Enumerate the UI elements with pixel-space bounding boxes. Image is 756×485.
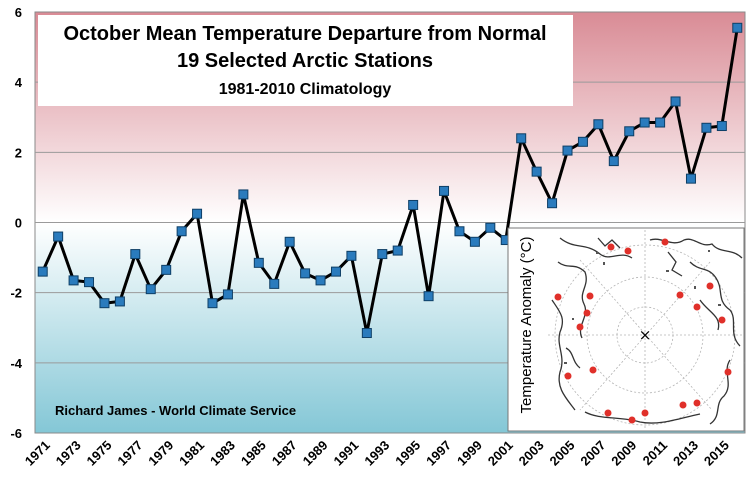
inset-islands — [564, 250, 721, 364]
y-tick-label: 6 — [15, 5, 22, 20]
x-tick-label: 1981 — [176, 438, 207, 469]
y-tick-label: -6 — [10, 426, 22, 441]
data-point — [130, 249, 141, 260]
x-tick-label: 2005 — [547, 438, 578, 469]
data-point — [392, 245, 403, 256]
data-point — [330, 266, 341, 277]
data-point — [315, 275, 326, 286]
data-point — [593, 119, 604, 130]
x-axis-ticks: 1971 1973 1975 1977 1979 1981 1983 1985 1987 1989… — [22, 438, 732, 469]
title-box — [38, 15, 573, 106]
data-point — [53, 231, 64, 242]
inset-map: Temperature Anomaly (°C) — [507, 227, 745, 432]
x-tick-label: 2013 — [670, 438, 701, 469]
data-point — [68, 275, 79, 286]
y-tick-label: 2 — [15, 145, 22, 160]
data-point — [300, 268, 311, 279]
x-tick-label: 1983 — [207, 438, 238, 469]
chart-subtitle-climatology: 1981-2010 Climatology — [219, 81, 392, 98]
data-point — [37, 266, 48, 277]
data-point — [701, 122, 712, 133]
x-tick-label: 1993 — [361, 438, 392, 469]
data-point — [377, 249, 388, 260]
x-tick-label: 1987 — [269, 438, 300, 469]
data-point — [253, 257, 264, 268]
data-point — [361, 328, 372, 339]
x-tick-label: 2001 — [485, 438, 516, 469]
inset-station-dots — [554, 238, 732, 424]
data-point — [238, 189, 249, 200]
data-point — [439, 185, 450, 196]
data-point — [454, 226, 465, 237]
data-point — [84, 277, 95, 288]
data-point — [608, 156, 619, 167]
data-point — [114, 296, 125, 307]
x-tick-label: 1975 — [84, 438, 115, 469]
y-tick-label: -4 — [10, 356, 22, 371]
data-points — [37, 22, 743, 339]
data-point — [423, 291, 434, 302]
data-point — [222, 289, 233, 300]
inset-ylabel: Temperature Anomaly (°C) — [518, 237, 535, 414]
y-axis-ticks: 6 4 2 0 -2 -4 -6 — [10, 5, 22, 441]
x-tick-label: 1977 — [114, 438, 145, 469]
data-point — [670, 96, 681, 107]
data-point — [192, 208, 203, 219]
x-tick-label: 1995 — [392, 438, 423, 469]
data-point — [655, 117, 666, 128]
data-point — [161, 264, 172, 275]
y-tick-label: 4 — [15, 75, 23, 90]
inset-coastlines — [551, 237, 743, 425]
x-tick-label: 2011 — [640, 438, 671, 469]
chart-title: October Mean Temperature Departure from … — [63, 23, 546, 45]
series-line — [41, 27, 739, 335]
x-tick-label: 1971 — [22, 438, 53, 469]
data-point — [516, 133, 527, 144]
data-point — [176, 226, 187, 237]
data-point — [685, 173, 696, 184]
x-tick-label: 1989 — [300, 438, 331, 469]
y-tick-label: -2 — [10, 286, 22, 301]
data-point — [284, 236, 295, 247]
y-tick-label: 0 — [15, 216, 22, 231]
x-tick-label: 2007 — [577, 438, 608, 469]
x-tick-label: 2015 — [701, 438, 732, 469]
data-point — [469, 236, 480, 247]
x-tick-label: 1979 — [145, 438, 176, 469]
data-point — [577, 136, 588, 147]
data-point — [269, 278, 280, 289]
x-tick-label: 1991 — [330, 438, 361, 469]
data-point — [207, 298, 218, 309]
data-point — [716, 121, 727, 132]
x-tick-label: 1999 — [454, 438, 485, 469]
data-point — [624, 126, 635, 137]
x-tick-label: 1985 — [238, 438, 269, 469]
data-point — [145, 284, 156, 295]
data-point — [531, 166, 542, 177]
x-tick-label: 2009 — [608, 438, 639, 469]
data-point — [485, 222, 496, 233]
data-point — [562, 145, 573, 156]
x-tick-label: 1997 — [423, 438, 454, 469]
inset-frame — [507, 227, 745, 432]
data-point — [99, 298, 110, 309]
x-tick-label: 2003 — [516, 438, 547, 469]
x-tick-label: 1973 — [53, 438, 84, 469]
data-point — [732, 22, 743, 33]
data-point — [547, 198, 558, 209]
data-point — [408, 199, 419, 210]
data-point — [346, 250, 357, 261]
north-pole-mark: × — [639, 326, 652, 344]
chart-subtitle: 19 Selected Arctic Stations — [177, 50, 433, 72]
credit-text: Richard James - World Climate Service — [55, 403, 296, 418]
data-point — [639, 117, 650, 128]
